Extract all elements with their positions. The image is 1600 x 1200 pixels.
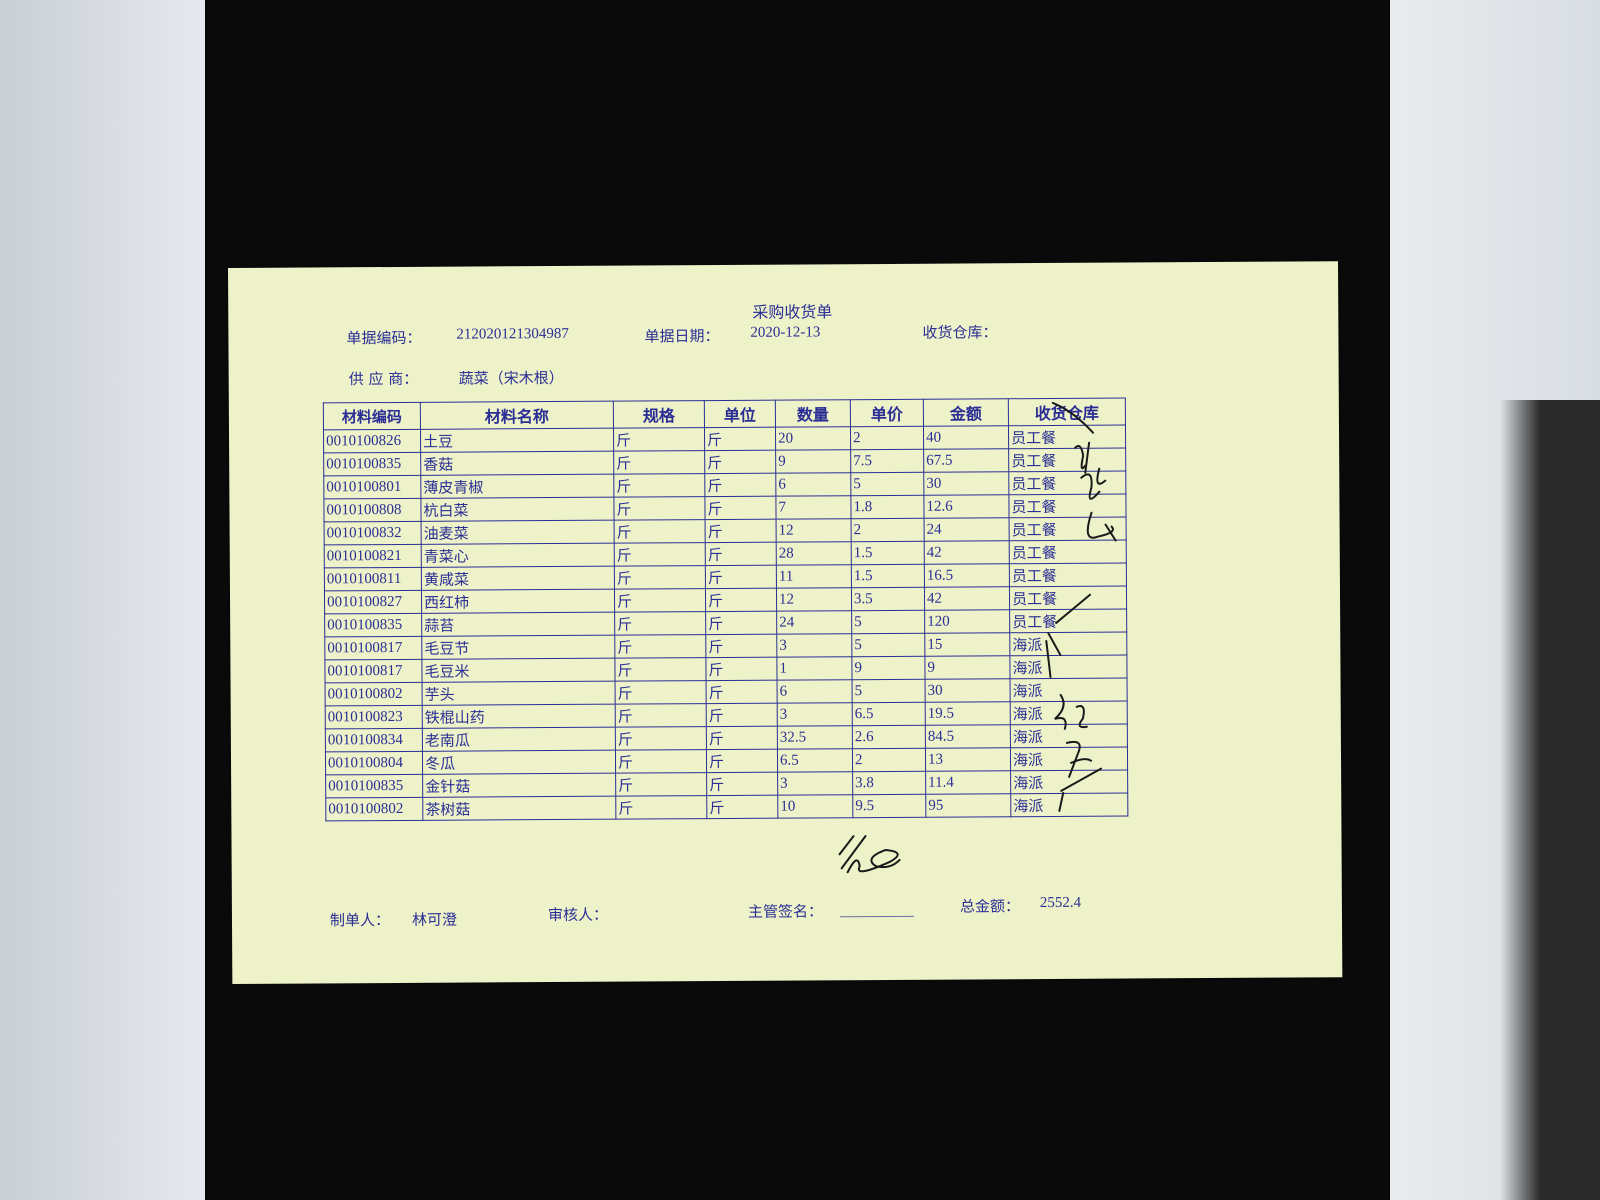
shadow [1500,400,1600,1200]
signature-middle-right [1054,693,1103,812]
background-left [0,0,205,1200]
signature-top-right [1051,401,1117,542]
signature-bottom [838,835,901,874]
handwritten-signatures [838,401,1117,874]
receipt-paper: 采购收货单 单据编码： 212020121304987 单据日期： 2020-1… [228,261,1343,984]
signature-stroke [1045,593,1092,678]
